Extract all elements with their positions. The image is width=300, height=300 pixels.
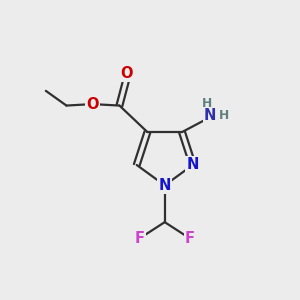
Text: N: N [187, 158, 199, 172]
Text: F: F [135, 231, 145, 246]
Text: F: F [185, 231, 195, 246]
Text: H: H [202, 97, 212, 110]
Text: O: O [86, 97, 99, 112]
Text: N: N [204, 108, 216, 123]
Text: N: N [158, 178, 171, 193]
Text: H: H [219, 110, 229, 122]
Text: O: O [121, 66, 133, 81]
